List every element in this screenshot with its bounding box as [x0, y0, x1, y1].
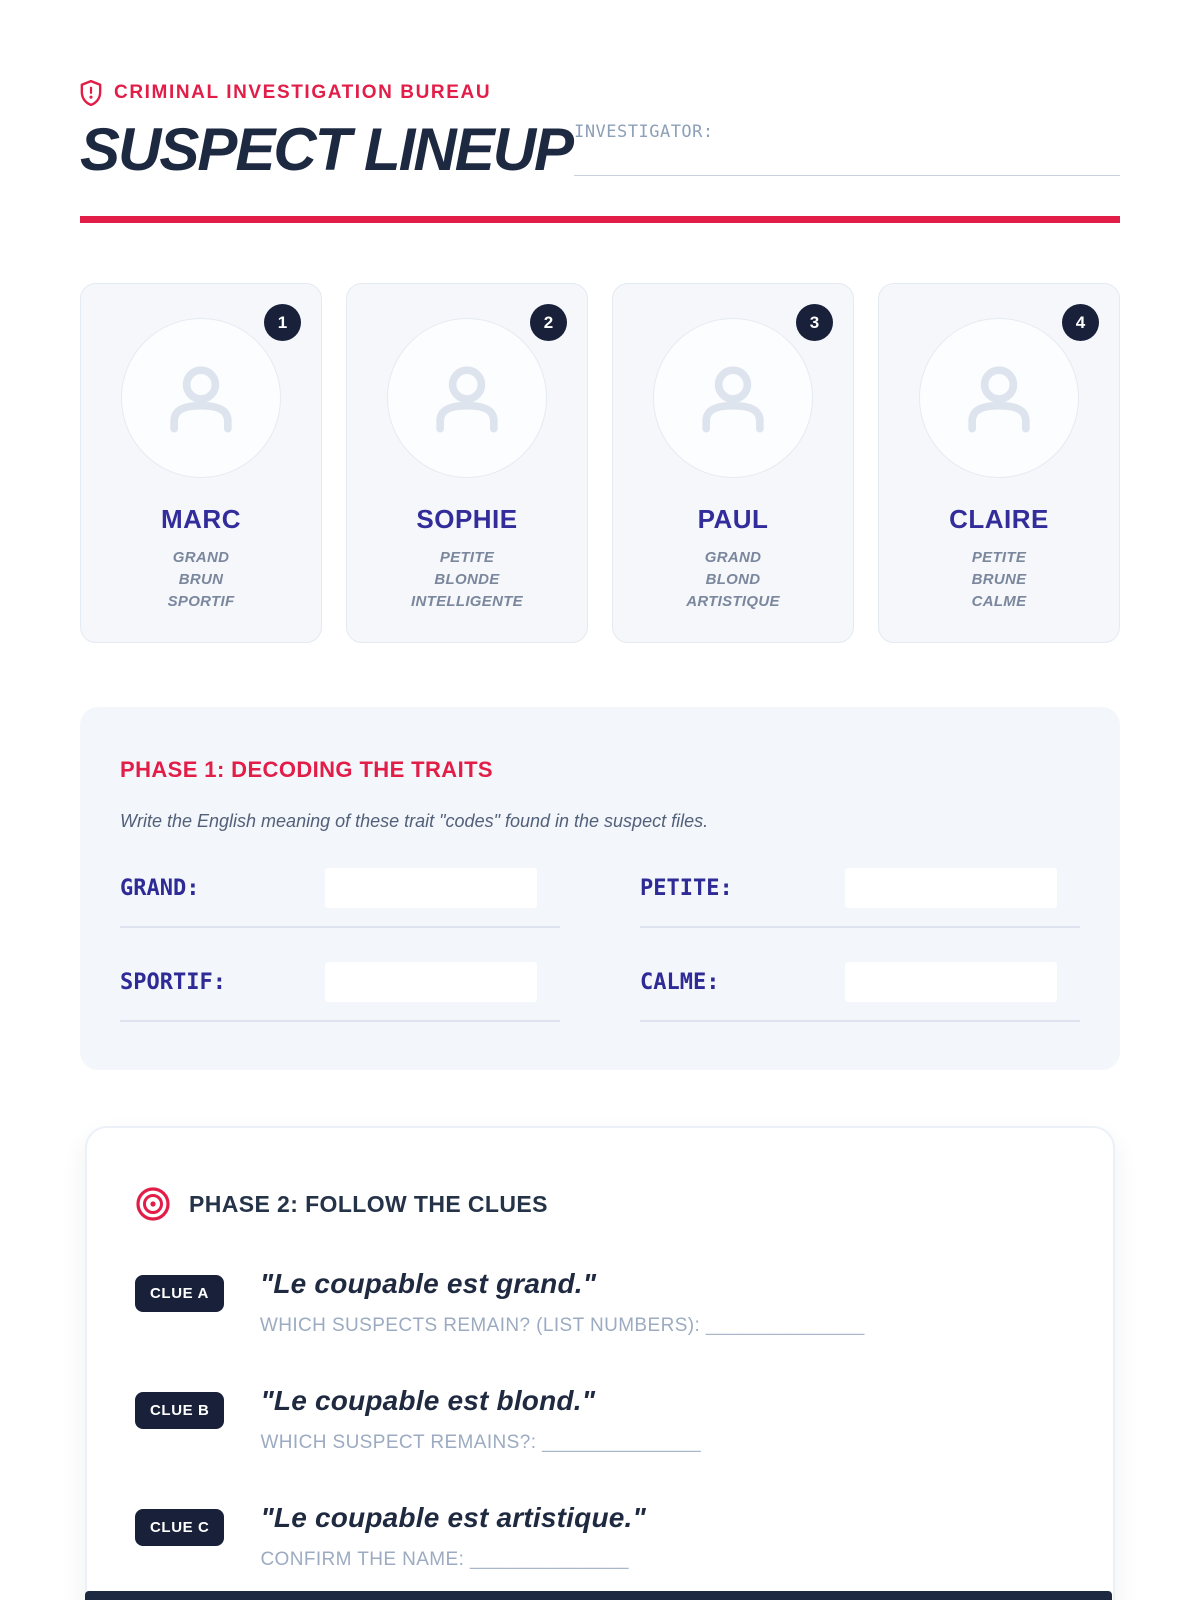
- suspect-name: SOPHIE: [416, 504, 518, 534]
- suspect-trait: BRUNE: [971, 570, 1027, 588]
- trait-field-input-petite[interactable]: [845, 868, 1057, 909]
- trait-field-label: CALME:: [640, 969, 720, 995]
- clue-question-text: WHICH SUSPECTS REMAIN? (LIST NUMBERS):: [259, 1315, 706, 1337]
- trait-field-input-grand[interactable]: [325, 868, 537, 909]
- phase1-fields: GRAND: PETITE: SPORTIF: CALME:: [120, 868, 1080, 1023]
- clue-quote-keyword: artistique: [496, 1502, 625, 1534]
- page-title: SUSPECT LINEUP: [80, 116, 574, 183]
- clue-question-text: CONFIRM THE NAME:: [260, 1549, 470, 1571]
- clue-question: WHICH SUSPECT REMAINS?: _______________: [260, 1432, 700, 1454]
- suspect-name: MARC: [161, 504, 241, 534]
- suspect-traits: PETITE BLONDE INTELLIGENTE: [361, 547, 573, 612]
- suspect-trait: PETITE: [971, 549, 1027, 566]
- suspect-trait: PETITE: [439, 549, 495, 566]
- trait-field-row-petite: PETITE:: [640, 868, 1080, 929]
- trait-field-row-grand: GRAND:: [120, 868, 560, 929]
- clue-quote-suffix: .": [573, 1385, 596, 1417]
- trait-field-input-sportif[interactable]: [325, 962, 537, 1003]
- suspect-avatar: [653, 318, 813, 478]
- clue-quote-prefix: "Le coupable est: [259, 1268, 496, 1300]
- clue-badge-b: CLUE B: [135, 1392, 225, 1430]
- suspect-traits: GRAND BLOND ARTISTIQUE: [627, 547, 839, 612]
- bureau-label: CRIMINAL INVESTIGATION BUREAU: [114, 82, 492, 103]
- phase1-instruction: Write the English meaning of these trait…: [120, 811, 709, 832]
- trait-field-label: PETITE:: [640, 875, 733, 901]
- suspect-number-badge: 2: [530, 304, 567, 341]
- clue-quote: "Le coupable est artistique.": [260, 1502, 646, 1534]
- investigator-label: INVESTIGATOR:: [574, 122, 714, 142]
- suspect-avatar: [387, 318, 547, 478]
- clue-question-text: WHICH SUSPECT REMAINS?:: [260, 1432, 543, 1454]
- bullseye-icon: [136, 1187, 170, 1221]
- suspect-avatar: [121, 318, 281, 478]
- clue-quote: "Le coupable est blond.": [260, 1385, 700, 1417]
- clue-quote-keyword: blond: [496, 1385, 574, 1417]
- clue-content: "Le coupable est artistique." CONFIRM TH…: [260, 1502, 646, 1571]
- phase2-section: PHASE 2: FOLLOW THE CLUES CLUE A "Le cou…: [85, 1126, 1115, 1600]
- suspect-trait: SPORTIF: [167, 592, 235, 610]
- suspect-cards-row: 1 MARC GRAND BRUN SPORTIF 2: [80, 283, 1120, 644]
- clue-answer-blank: _______________: [469, 1549, 629, 1571]
- suspect-name: PAUL: [697, 504, 769, 534]
- suspect-trait: GRAND: [704, 549, 762, 566]
- user-icon: [170, 366, 232, 433]
- clue-quote-prefix: "Le coupable est: [260, 1502, 497, 1534]
- trait-field-row-sportif: SPORTIF:: [120, 962, 560, 1023]
- investigator-block: INVESTIGATOR:: [574, 122, 1120, 176]
- suspect-name: CLAIRE: [949, 504, 1049, 534]
- suspect-trait: ARTISTIQUE: [686, 592, 780, 610]
- clue-row-c: CLUE C "Le coupable est artistique." CON…: [135, 1502, 1065, 1571]
- suspect-card-4: 4 CLAIRE PETITE BRUNE CALME: [878, 283, 1120, 644]
- suspect-avatar: [919, 318, 1079, 478]
- bureau-row: CRIMINAL INVESTIGATION BUREAU: [80, 80, 1120, 106]
- shield-alert-icon: [80, 80, 102, 106]
- footer-bar: [85, 1591, 1112, 1600]
- clues-list: CLUE A "Le coupable est grand." WHICH SU…: [135, 1268, 1065, 1571]
- clue-question: WHICH SUSPECTS REMAIN? (LIST NUMBERS): _…: [260, 1315, 864, 1337]
- suspect-trait: CALME: [971, 592, 1027, 610]
- clue-row-b: CLUE B "Le coupable est blond." WHICH SU…: [135, 1385, 1065, 1454]
- header-divider: [80, 216, 1120, 223]
- suspect-trait: BLONDE: [434, 570, 500, 588]
- phase2-title: PHASE 2: FOLLOW THE CLUES: [189, 1190, 548, 1217]
- suspect-number-badge: 3: [796, 304, 833, 341]
- suspect-number-badge: 1: [264, 304, 301, 341]
- clue-badge-a: CLUE A: [135, 1275, 224, 1313]
- suspect-traits: PETITE BRUNE CALME: [893, 547, 1105, 612]
- investigator-input[interactable]: [574, 142, 1120, 176]
- suspect-traits: GRAND BRUN SPORTIF: [95, 547, 307, 612]
- suspect-trait: INTELLIGENTE: [411, 592, 523, 610]
- suspect-number-badge: 4: [1062, 304, 1099, 341]
- clue-quote-keyword: grand: [495, 1268, 575, 1300]
- trait-field-label: GRAND:: [120, 875, 200, 901]
- clue-answer-blank: _______________: [705, 1315, 865, 1337]
- clue-quote: "Le coupable est grand.": [260, 1268, 864, 1300]
- suspect-trait: GRAND: [172, 549, 230, 566]
- suspect-card-2: 2 SOPHIE PETITE BLONDE INTELLIGENTE: [346, 283, 588, 644]
- trait-field-input-calme[interactable]: [845, 962, 1057, 1003]
- user-icon: [436, 366, 498, 433]
- suspect-card-1: 1 MARC GRAND BRUN SPORTIF: [80, 283, 322, 644]
- clue-question: CONFIRM THE NAME: _______________: [260, 1549, 646, 1571]
- phase1-section: PHASE 1: DECODING THE TRAITS Write the E…: [80, 707, 1120, 1071]
- title-row: SUSPECT LINEUP INVESTIGATOR:: [80, 120, 1120, 180]
- phase1-title: PHASE 1: DECODING THE TRAITS: [120, 757, 494, 783]
- trait-field-label: SPORTIF:: [120, 969, 226, 995]
- clue-quote-suffix: .": [574, 1268, 597, 1300]
- clue-quote-prefix: "Le coupable est: [260, 1385, 497, 1417]
- phase2-header: PHASE 2: FOLLOW THE CLUES: [135, 1186, 1065, 1222]
- trait-field-row-calme: CALME:: [640, 962, 1080, 1023]
- clue-answer-blank: _______________: [542, 1432, 701, 1454]
- user-icon: [702, 366, 764, 433]
- clue-quote-suffix: .": [624, 1502, 647, 1534]
- suspect-trait: BRUN: [178, 570, 224, 588]
- clue-content: "Le coupable est blond." WHICH SUSPECT R…: [260, 1385, 700, 1454]
- suspect-card-3: 3 PAUL GRAND BLOND ARTISTIQUE: [612, 283, 854, 644]
- user-icon: [968, 366, 1030, 433]
- suspect-trait: BLOND: [705, 570, 761, 588]
- clue-row-a: CLUE A "Le coupable est grand." WHICH SU…: [135, 1268, 1065, 1337]
- clue-content: "Le coupable est grand." WHICH SUSPECTS …: [260, 1268, 864, 1337]
- clue-badge-c: CLUE C: [135, 1509, 225, 1547]
